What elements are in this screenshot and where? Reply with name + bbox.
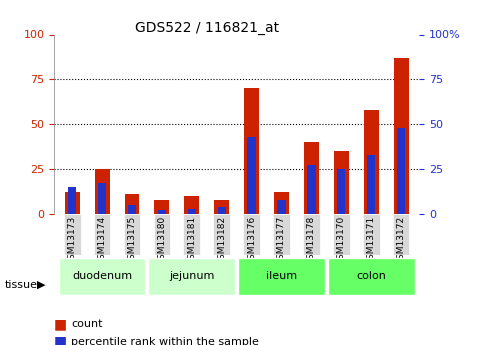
Bar [397,128,405,214]
FancyBboxPatch shape [363,214,380,255]
FancyBboxPatch shape [148,258,235,295]
Text: GSM13175: GSM13175 [128,216,137,265]
Bar [154,199,170,214]
Bar [128,205,136,214]
Text: GDS522 / 116821_at: GDS522 / 116821_at [135,21,279,35]
Text: duodenum: duodenum [72,271,132,281]
FancyBboxPatch shape [303,214,320,255]
FancyBboxPatch shape [213,214,230,255]
Bar [304,142,319,214]
Bar [98,184,106,214]
Text: GSM13173: GSM13173 [68,216,77,265]
Text: tissue: tissue [5,280,38,289]
Bar [244,88,259,214]
Bar [125,194,140,214]
Bar [217,207,226,214]
Bar [184,196,199,214]
Bar [337,169,346,214]
Bar [274,193,289,214]
FancyBboxPatch shape [153,214,170,255]
Bar [68,187,76,214]
Text: GSM13181: GSM13181 [187,216,196,265]
Bar [278,199,285,214]
Text: colon: colon [356,271,386,281]
Text: GSM13180: GSM13180 [157,216,166,265]
Bar [158,210,166,214]
Bar [65,193,80,214]
FancyBboxPatch shape [59,258,145,295]
FancyBboxPatch shape [273,214,290,255]
FancyBboxPatch shape [183,214,200,255]
Bar [247,137,256,214]
Bar [393,58,409,214]
FancyBboxPatch shape [238,258,325,295]
Text: GSM13176: GSM13176 [247,216,256,265]
FancyBboxPatch shape [333,214,350,255]
Text: ileum: ileum [266,271,297,281]
FancyBboxPatch shape [64,214,80,255]
FancyBboxPatch shape [94,214,110,255]
Text: GSM13170: GSM13170 [337,216,346,265]
Bar [307,166,316,214]
Text: jejunum: jejunum [169,271,214,281]
Text: GSM13182: GSM13182 [217,216,226,265]
Text: count: count [71,319,103,329]
Bar [367,155,375,214]
FancyBboxPatch shape [393,214,410,255]
FancyBboxPatch shape [243,214,260,255]
Bar [364,110,379,214]
Bar [95,169,109,214]
Bar [334,151,349,214]
Text: GSM13177: GSM13177 [277,216,286,265]
Text: ■: ■ [54,317,68,331]
Text: percentile rank within the sample: percentile rank within the sample [71,337,259,345]
Bar [188,208,196,214]
Text: GSM13171: GSM13171 [367,216,376,265]
Text: ■: ■ [54,335,68,345]
FancyBboxPatch shape [328,258,415,295]
Text: GSM13174: GSM13174 [98,216,106,265]
Bar [214,199,229,214]
Text: GSM13178: GSM13178 [307,216,316,265]
Text: ▶: ▶ [37,280,45,289]
FancyBboxPatch shape [124,214,141,255]
Text: GSM13172: GSM13172 [396,216,406,265]
